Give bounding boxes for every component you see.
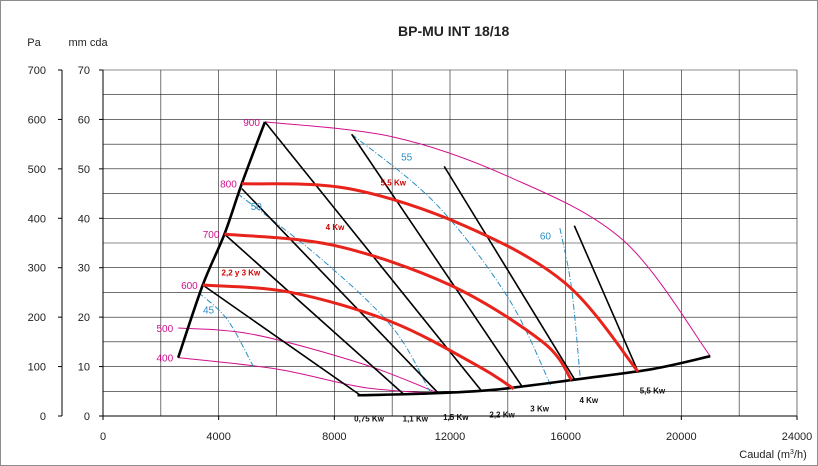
y-tick-label-mmcda: 70 (78, 65, 90, 77)
efficiency-label-55: 55 (401, 153, 413, 164)
y-tick-label-mmcda: 10 (78, 362, 90, 374)
efficiency-curve-60 (559, 228, 581, 377)
motor-line-0-75-Kw (202, 284, 361, 396)
rpm-curve-400 (178, 357, 436, 394)
motor-label-0-75-Kw: 0,75 Kw (354, 414, 385, 423)
power-curve-4-Kw (224, 232, 573, 381)
x-tick-label: 0 (100, 431, 106, 443)
y-tick-label-mmcda: 60 (78, 114, 90, 126)
curves (176, 121, 711, 397)
motor-label-5-5-Kw: 5,5 Kw (640, 386, 666, 395)
efficiency-curve-50 (237, 193, 431, 392)
y-axis-unit-pa: Pa (27, 37, 41, 49)
y-tick-label-pa: 600 (28, 114, 46, 126)
chart-title: BP-MU INT 18/18 (398, 23, 509, 39)
motor-line-4-Kw (443, 165, 576, 380)
motor-label-1-5-Kw: 1,5 Kw (443, 413, 469, 422)
rpm-curve-500 (178, 327, 439, 394)
y-tick-label-pa: 500 (28, 164, 46, 176)
y-tick-label-pa: 0 (40, 411, 46, 423)
grid (58, 69, 798, 420)
motor-line-1-1-Kw (223, 233, 405, 395)
x-tick-label: 20000 (666, 431, 697, 443)
power-label-4-Kw: 4 Kw (326, 223, 345, 232)
system-curve (357, 354, 711, 397)
y-tick-label-pa: 700 (28, 65, 46, 77)
rpm-label-400: 400 (156, 354, 173, 365)
x-axis-label: Caudal (m3/h) (739, 449, 807, 461)
motor-label-4-Kw: 4 Kw (579, 396, 598, 405)
power-label-2-2-y-3-Kw: 2,2 y 3 Kw (222, 269, 261, 278)
rpm-label-900: 900 (243, 118, 260, 129)
y-tick-label-mmcda: 40 (78, 213, 90, 225)
motor-line-3-Kw (351, 133, 523, 388)
efficiency-curve-45 (198, 292, 254, 367)
y-axis-unit-mmcda: mm cda (68, 37, 108, 49)
motor-label-2-2-Kw: 2,2 Kw (489, 411, 515, 420)
y-tick-label-pa: 300 (28, 263, 46, 275)
y-tick-label-pa: 200 (28, 312, 46, 324)
x-tick-label: 4000 (206, 431, 230, 443)
rpm-label-600: 600 (181, 281, 198, 292)
efficiency-label-45: 45 (203, 306, 215, 317)
rpm-label-700: 700 (203, 230, 220, 241)
power-label-5-5-Kw: 5,5 Kw (381, 179, 407, 188)
x-tick-label: 16000 (550, 431, 581, 443)
left-boundary (176, 121, 267, 359)
y-tick-label-mmcda: 0 (84, 411, 90, 423)
efficiency-curve-55 (351, 133, 552, 387)
motor-line-5-5-Kw (573, 225, 639, 372)
power-curve-2-2-y-3-Kw (202, 283, 515, 391)
y-tick-label-mmcda: 50 (78, 164, 90, 176)
rpm-label-500: 500 (156, 324, 173, 335)
efficiency-label-60: 60 (540, 232, 552, 243)
motor-line-1-5-Kw (241, 188, 440, 394)
rpm-curve-900 (264, 121, 711, 357)
power-curve-5-5-Kw (241, 182, 640, 373)
y-tick-label-pa: 400 (28, 213, 46, 225)
y-tick-label-pa: 100 (28, 362, 46, 374)
labels: 0 4000 8000 12000 16000 20000 2400001020304050… (28, 65, 813, 443)
y-tick-label-mmcda: 20 (78, 312, 90, 324)
motor-label-1-1-Kw: 1,1 Kw (403, 414, 429, 423)
y-tick-label-mmcda: 30 (78, 263, 90, 275)
efficiency-label-50: 50 (251, 202, 263, 213)
rpm-label-800: 800 (220, 180, 237, 191)
motor-label-3-Kw: 3 Kw (530, 405, 549, 414)
x-tick-label: 12000 (435, 431, 466, 443)
x-tick-label: 8000 (322, 431, 346, 443)
x-tick-label: 24000 (782, 431, 813, 443)
